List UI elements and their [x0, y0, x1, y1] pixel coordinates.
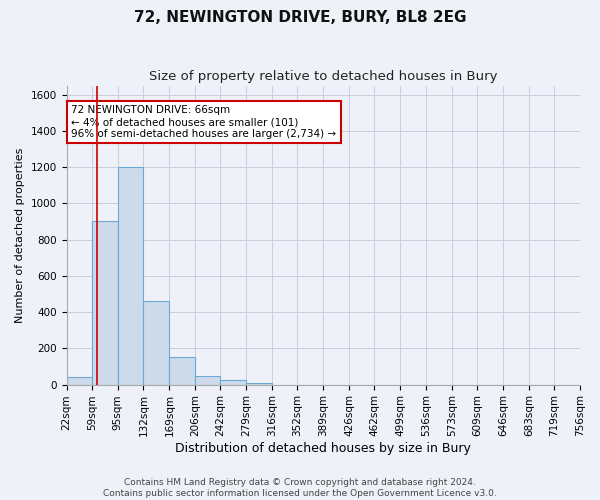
Text: 72 NEWINGTON DRIVE: 66sqm
← 4% of detached houses are smaller (101)
96% of semi-: 72 NEWINGTON DRIVE: 66sqm ← 4% of detach…: [71, 106, 337, 138]
Bar: [118, 167, 143, 384]
Text: 72, NEWINGTON DRIVE, BURY, BL8 2EG: 72, NEWINGTON DRIVE, BURY, BL8 2EG: [134, 10, 466, 25]
X-axis label: Distribution of detached houses by size in Bury: Distribution of detached houses by size …: [175, 442, 471, 455]
Title: Size of property relative to detached houses in Bury: Size of property relative to detached ho…: [149, 70, 497, 83]
Bar: [247, 383, 272, 384]
Bar: [195, 376, 220, 384]
Text: Contains HM Land Registry data © Crown copyright and database right 2024.
Contai: Contains HM Land Registry data © Crown c…: [103, 478, 497, 498]
Bar: [169, 358, 195, 384]
Bar: [220, 380, 247, 384]
Bar: [67, 378, 92, 384]
Y-axis label: Number of detached properties: Number of detached properties: [15, 148, 25, 323]
Bar: [92, 222, 118, 384]
Bar: [143, 301, 169, 384]
